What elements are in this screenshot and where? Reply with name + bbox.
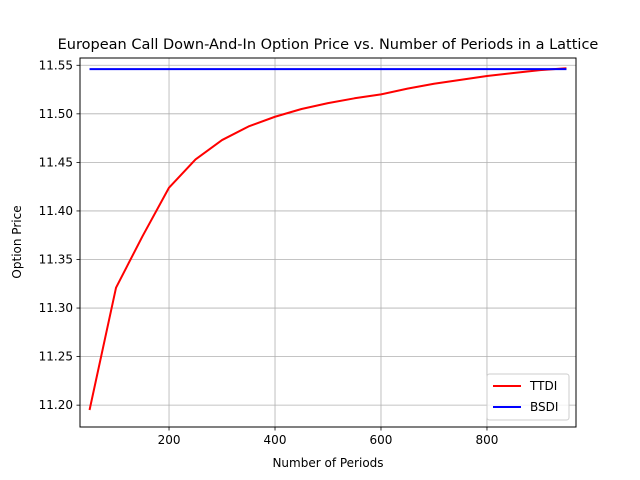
y-tick-label: 11.35 bbox=[39, 252, 73, 266]
y-tick-label: 11.30 bbox=[39, 301, 73, 315]
legend-label-bsdi: BSDI bbox=[530, 400, 558, 414]
x-axis-ticks: 200 400 600 800 bbox=[158, 427, 499, 447]
series-line-ttdi bbox=[88, 67, 567, 411]
y-tick-label: 11.55 bbox=[39, 58, 73, 72]
x-tick-label: 600 bbox=[370, 433, 393, 447]
y-axis-ticks: 11.20 11.25 11.30 11.35 11.40 11.45 11.50 11.55 bbox=[39, 58, 80, 412]
y-tick-label: 11.20 bbox=[39, 398, 73, 412]
y-tick-label: 11.40 bbox=[39, 204, 73, 218]
legend: TTDI BSDI bbox=[486, 373, 570, 421]
grid-lines bbox=[80, 58, 576, 427]
y-tick-label: 11.45 bbox=[39, 155, 73, 169]
y-tick-label: 11.50 bbox=[39, 107, 73, 121]
series-lines bbox=[88, 67, 567, 411]
plot-frame bbox=[79, 57, 577, 428]
chart-title: European Call Down-And-In Option Price v… bbox=[58, 37, 599, 53]
legend-label-ttdi: TTDI bbox=[529, 379, 557, 393]
x-tick-label: 800 bbox=[476, 433, 499, 447]
x-tick-label: 200 bbox=[158, 433, 181, 447]
y-tick-label: 11.25 bbox=[39, 350, 73, 364]
x-tick-label: 400 bbox=[264, 433, 287, 447]
y-axis-label: Option Price bbox=[10, 205, 24, 278]
x-axis-label: Number of Periods bbox=[272, 456, 383, 470]
